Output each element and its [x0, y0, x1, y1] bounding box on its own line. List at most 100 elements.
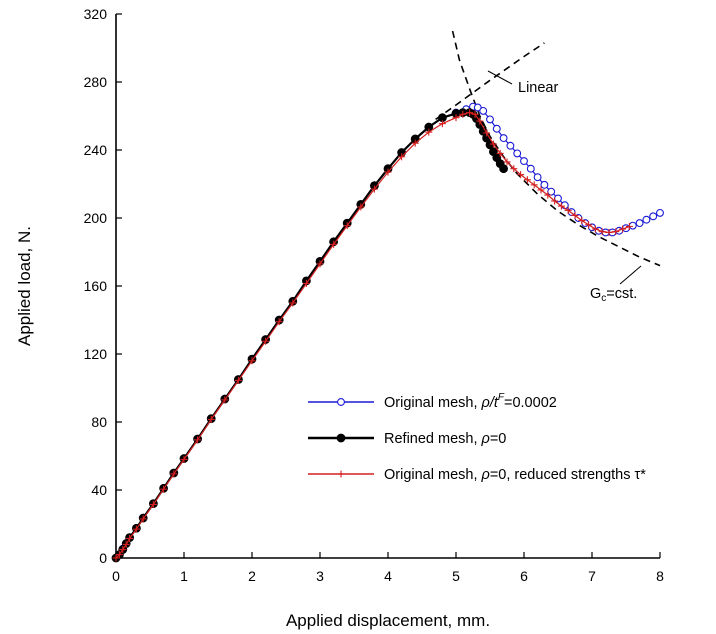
x-tick-label: 3 — [316, 568, 324, 584]
data-point — [479, 106, 488, 115]
legend-label-superscript: F — [498, 392, 505, 403]
y-tick-label: 280 — [84, 74, 108, 90]
linear-annotation-label: Linear — [518, 80, 558, 96]
data-point — [619, 225, 627, 233]
data-point — [139, 515, 147, 523]
data-point — [473, 103, 482, 112]
data-point — [398, 153, 406, 161]
gc-annotation-label: Gc=cst. — [590, 286, 637, 304]
data-point — [506, 141, 515, 150]
data-point — [523, 176, 531, 184]
legend-label: Original mesh, ρ/tF=0.0002 — [384, 392, 557, 411]
y-tick-label: 160 — [84, 278, 108, 294]
data-point — [452, 114, 460, 122]
data-point — [540, 180, 549, 189]
data-point — [180, 455, 188, 463]
data-point — [544, 191, 552, 199]
data-point — [564, 206, 572, 214]
data-point — [411, 139, 419, 147]
gc-subscript: c — [601, 293, 606, 304]
legend-label-symbol: ρ — [481, 467, 490, 483]
data-point — [466, 109, 474, 117]
legend-label-text: Refined mesh, — [384, 431, 482, 447]
legend-label-value: =0 — [490, 431, 507, 447]
y-axis-title: Applied load, N. — [15, 226, 34, 346]
legend-label: Original mesh, ρ=0, reduced strengths τ* — [384, 467, 646, 483]
annotations: Linear Gc=cst. — [487, 70, 642, 304]
legend-label-value: =0.0002 — [504, 395, 557, 411]
x-axis-title: Applied displacement, mm. — [286, 611, 490, 630]
y-tick-label: 80 — [91, 414, 107, 430]
data-point — [330, 240, 338, 248]
refined-mesh-series — [111, 108, 509, 563]
x-tick-label: 7 — [588, 568, 596, 584]
data-point — [170, 470, 178, 478]
legend-label-value: =0, reduced strengths τ* — [490, 467, 646, 483]
data-point — [221, 396, 229, 404]
data-point — [115, 551, 123, 559]
gc-suffix: =cst. — [606, 286, 637, 302]
data-point — [656, 208, 664, 217]
y-tick-label: 40 — [91, 482, 107, 498]
data-point — [571, 211, 579, 219]
data-point — [635, 219, 644, 228]
data-point — [337, 470, 345, 478]
data-point — [551, 197, 559, 205]
data-point — [302, 279, 310, 287]
legend-label-text: Original mesh, — [384, 467, 482, 483]
data-point — [337, 398, 345, 406]
x-tick-label: 1 — [180, 568, 188, 584]
data-point — [425, 128, 433, 136]
data-point — [496, 149, 504, 157]
x-tick-label: 6 — [520, 568, 528, 584]
data-point — [517, 171, 525, 179]
data-point — [489, 140, 497, 148]
x-tick-label: 5 — [452, 568, 460, 584]
data-point — [649, 212, 658, 221]
reference-curves — [435, 30, 661, 267]
x-tick-label: 4 — [384, 568, 392, 584]
data-point — [207, 415, 215, 423]
data-point — [357, 203, 365, 211]
data-point — [642, 215, 651, 224]
gc-annotation-leader — [619, 265, 642, 285]
y-tick-label: 320 — [84, 6, 108, 22]
data-point — [533, 173, 542, 182]
series-line — [115, 111, 505, 559]
series-group — [111, 102, 664, 563]
data-point — [160, 485, 168, 493]
legend: Original mesh, ρ/tF=0.0002 Refined mesh, … — [308, 392, 646, 483]
data-point — [625, 223, 633, 230]
data-point — [316, 260, 324, 268]
data-point — [234, 376, 242, 384]
y-tick-label: 240 — [84, 142, 108, 158]
data-point — [598, 228, 606, 236]
data-point — [486, 115, 494, 124]
data-point — [492, 124, 501, 133]
linear-reference-curve — [435, 42, 545, 121]
x-tick-label: 8 — [656, 568, 664, 584]
data-point — [112, 554, 120, 562]
legend-entry: Original mesh, ρ/tF=0.0002 — [308, 392, 557, 411]
data-point — [122, 540, 130, 548]
data-point — [459, 110, 467, 118]
data-point — [119, 546, 127, 553]
legend-label-text: Original mesh, — [384, 395, 482, 411]
data-point — [520, 157, 528, 166]
data-point — [370, 185, 378, 193]
data-point — [530, 181, 538, 189]
y-tick-label: 0 — [99, 550, 107, 566]
data-point — [526, 164, 535, 173]
data-point — [547, 187, 556, 196]
legend-label: Refined mesh, ρ=0 — [384, 431, 506, 447]
data-point — [194, 436, 202, 444]
y-tick-label: 200 — [84, 210, 108, 226]
data-point — [248, 357, 256, 365]
data-point — [384, 168, 392, 176]
data-point — [503, 158, 511, 166]
data-point — [628, 221, 637, 230]
data-point — [343, 222, 351, 230]
data-point — [513, 149, 522, 158]
data-point — [132, 525, 140, 533]
